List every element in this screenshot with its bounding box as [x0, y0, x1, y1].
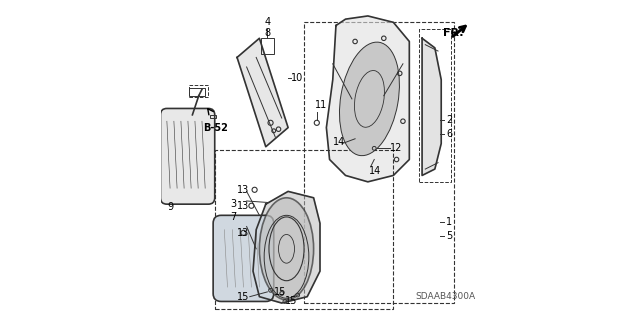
Text: 15: 15 [285, 296, 298, 307]
Text: 12: 12 [390, 143, 403, 153]
Text: 9: 9 [167, 202, 173, 212]
Text: 6: 6 [446, 129, 452, 139]
Text: 2: 2 [446, 115, 452, 125]
Polygon shape [253, 191, 320, 303]
Ellipse shape [259, 198, 314, 300]
Text: 11: 11 [316, 100, 328, 110]
Bar [215, 150, 394, 309]
Text: 5: 5 [446, 231, 452, 241]
Bar [189, 85, 209, 97]
Text: 4: 4 [264, 17, 270, 27]
Bar [189, 88, 205, 96]
Bar [304, 22, 454, 303]
Text: B-52: B-52 [204, 122, 228, 133]
Text: FR.: FR. [443, 28, 463, 39]
Text: 7: 7 [230, 212, 237, 222]
Text: 8: 8 [264, 28, 270, 39]
Bar [261, 38, 274, 54]
Text: 10: 10 [291, 73, 303, 83]
Ellipse shape [339, 42, 399, 156]
Text: 14: 14 [333, 137, 345, 147]
Text: 13: 13 [237, 201, 250, 211]
Text: SDAAB4300A: SDAAB4300A [416, 292, 476, 301]
Text: 15: 15 [274, 287, 286, 297]
FancyBboxPatch shape [213, 215, 274, 301]
Text: 13: 13 [237, 228, 250, 238]
Text: 3: 3 [230, 199, 237, 209]
Bar [419, 29, 451, 182]
Text: 13: 13 [237, 185, 250, 195]
Polygon shape [422, 38, 441, 175]
Bar [210, 115, 216, 118]
Text: 15: 15 [237, 292, 250, 302]
Text: 14: 14 [369, 166, 381, 176]
Text: 1: 1 [446, 217, 452, 227]
FancyBboxPatch shape [161, 108, 215, 204]
Polygon shape [326, 16, 410, 182]
Polygon shape [237, 38, 288, 147]
